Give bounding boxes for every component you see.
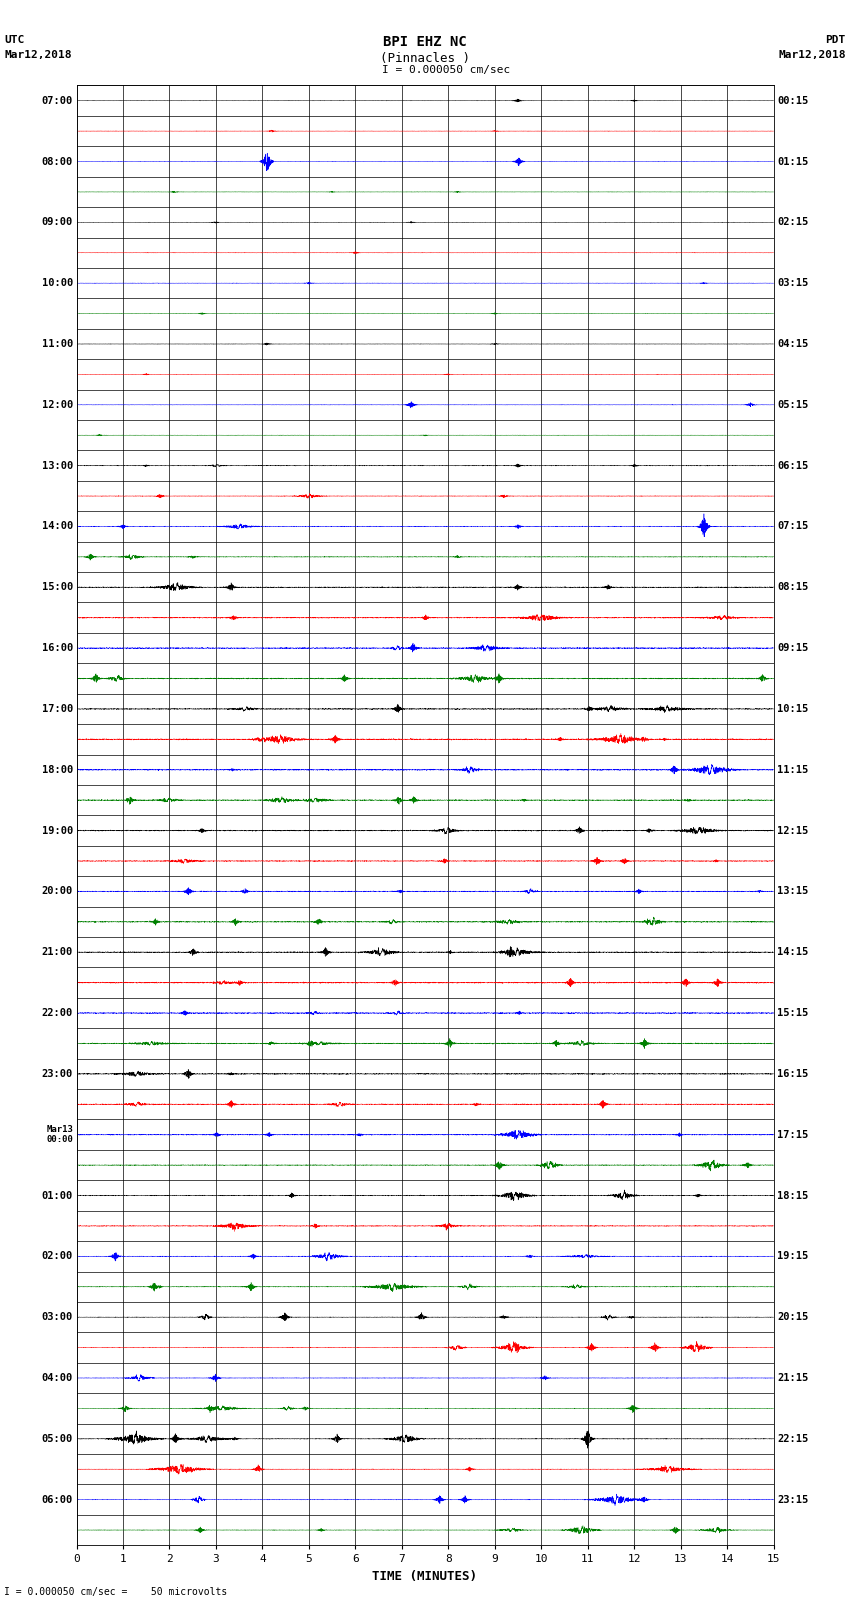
Text: (Pinnacles ): (Pinnacles )	[380, 52, 470, 65]
Text: 17:15: 17:15	[777, 1129, 808, 1140]
Text: 15:15: 15:15	[777, 1008, 808, 1018]
Text: Mar13
00:00: Mar13 00:00	[46, 1124, 73, 1144]
Text: I = 0.000050 cm/sec: I = 0.000050 cm/sec	[382, 65, 511, 74]
Text: 19:00: 19:00	[42, 826, 73, 836]
Text: 16:00: 16:00	[42, 644, 73, 653]
Text: 01:15: 01:15	[777, 156, 808, 166]
Text: 02:15: 02:15	[777, 218, 808, 227]
Text: 03:00: 03:00	[42, 1311, 73, 1323]
Text: 04:00: 04:00	[42, 1373, 73, 1382]
Text: 09:00: 09:00	[42, 218, 73, 227]
Text: 02:00: 02:00	[42, 1252, 73, 1261]
Text: UTC: UTC	[4, 35, 25, 45]
Text: 07:15: 07:15	[777, 521, 808, 531]
Text: 17:00: 17:00	[42, 703, 73, 715]
Text: 03:15: 03:15	[777, 277, 808, 289]
Text: Mar12,2018: Mar12,2018	[779, 50, 846, 60]
Text: 08:00: 08:00	[42, 156, 73, 166]
Text: 15:00: 15:00	[42, 582, 73, 592]
Text: Mar12,2018: Mar12,2018	[4, 50, 71, 60]
Text: 08:15: 08:15	[777, 582, 808, 592]
Text: 23:00: 23:00	[42, 1069, 73, 1079]
X-axis label: TIME (MINUTES): TIME (MINUTES)	[372, 1569, 478, 1582]
Text: 18:15: 18:15	[777, 1190, 808, 1200]
Text: 14:00: 14:00	[42, 521, 73, 531]
Text: 23:15: 23:15	[777, 1495, 808, 1505]
Text: BPI EHZ NC: BPI EHZ NC	[383, 35, 467, 50]
Text: 06:00: 06:00	[42, 1495, 73, 1505]
Text: I = 0.000050 cm/sec =    50 microvolts: I = 0.000050 cm/sec = 50 microvolts	[4, 1587, 228, 1597]
Text: 06:15: 06:15	[777, 461, 808, 471]
Text: 01:00: 01:00	[42, 1190, 73, 1200]
Text: 22:15: 22:15	[777, 1434, 808, 1444]
Text: 14:15: 14:15	[777, 947, 808, 957]
Text: 11:15: 11:15	[777, 765, 808, 774]
Text: 05:15: 05:15	[777, 400, 808, 410]
Text: 04:15: 04:15	[777, 339, 808, 348]
Text: 12:15: 12:15	[777, 826, 808, 836]
Text: 00:15: 00:15	[777, 95, 808, 106]
Text: 20:00: 20:00	[42, 887, 73, 897]
Text: 10:15: 10:15	[777, 703, 808, 715]
Text: 12:00: 12:00	[42, 400, 73, 410]
Text: 21:00: 21:00	[42, 947, 73, 957]
Text: 09:15: 09:15	[777, 644, 808, 653]
Text: 07:00: 07:00	[42, 95, 73, 106]
Text: 16:15: 16:15	[777, 1069, 808, 1079]
Text: 21:15: 21:15	[777, 1373, 808, 1382]
Text: 19:15: 19:15	[777, 1252, 808, 1261]
Text: 10:00: 10:00	[42, 277, 73, 289]
Text: 13:00: 13:00	[42, 461, 73, 471]
Text: 13:15: 13:15	[777, 887, 808, 897]
Text: PDT: PDT	[825, 35, 846, 45]
Text: 11:00: 11:00	[42, 339, 73, 348]
Text: 18:00: 18:00	[42, 765, 73, 774]
Text: 22:00: 22:00	[42, 1008, 73, 1018]
Text: 05:00: 05:00	[42, 1434, 73, 1444]
Text: 20:15: 20:15	[777, 1311, 808, 1323]
